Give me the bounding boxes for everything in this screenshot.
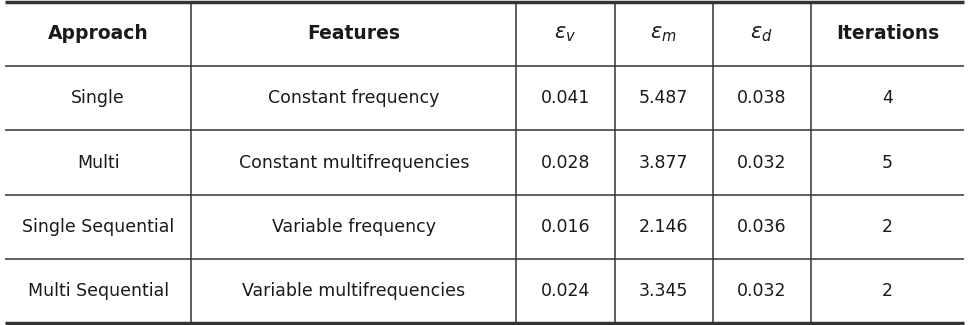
- Text: 0.024: 0.024: [541, 282, 590, 300]
- Text: 2: 2: [882, 282, 892, 300]
- Text: Constant frequency: Constant frequency: [268, 89, 440, 107]
- Text: Variable multifrequencies: Variable multifrequencies: [242, 282, 465, 300]
- Text: Iterations: Iterations: [836, 24, 939, 43]
- Text: Multi Sequential: Multi Sequential: [27, 282, 169, 300]
- Text: 5.487: 5.487: [639, 89, 688, 107]
- Text: 3.877: 3.877: [639, 153, 688, 172]
- Text: 5: 5: [882, 153, 892, 172]
- Text: 0.028: 0.028: [541, 153, 590, 172]
- Text: 0.036: 0.036: [736, 218, 787, 236]
- Text: 0.032: 0.032: [736, 153, 787, 172]
- Text: Constant multifrequencies: Constant multifrequencies: [238, 153, 469, 172]
- Text: Single Sequential: Single Sequential: [22, 218, 174, 236]
- Text: Multi: Multi: [77, 153, 119, 172]
- Text: $\varepsilon_{v}$: $\varepsilon_{v}$: [554, 24, 577, 44]
- Text: 2.146: 2.146: [639, 218, 688, 236]
- Text: 0.016: 0.016: [541, 218, 590, 236]
- Text: Variable frequency: Variable frequency: [272, 218, 436, 236]
- Text: Features: Features: [307, 24, 400, 43]
- Text: Single: Single: [72, 89, 125, 107]
- Text: 0.032: 0.032: [736, 282, 787, 300]
- Text: 2: 2: [882, 218, 892, 236]
- Text: 4: 4: [882, 89, 892, 107]
- Text: 0.041: 0.041: [541, 89, 590, 107]
- Text: 3.345: 3.345: [639, 282, 688, 300]
- Text: $\varepsilon_{d}$: $\varepsilon_{d}$: [750, 24, 773, 44]
- Text: Approach: Approach: [47, 24, 148, 43]
- Text: $\varepsilon_{m}$: $\varepsilon_{m}$: [650, 24, 676, 44]
- Text: 0.038: 0.038: [736, 89, 787, 107]
